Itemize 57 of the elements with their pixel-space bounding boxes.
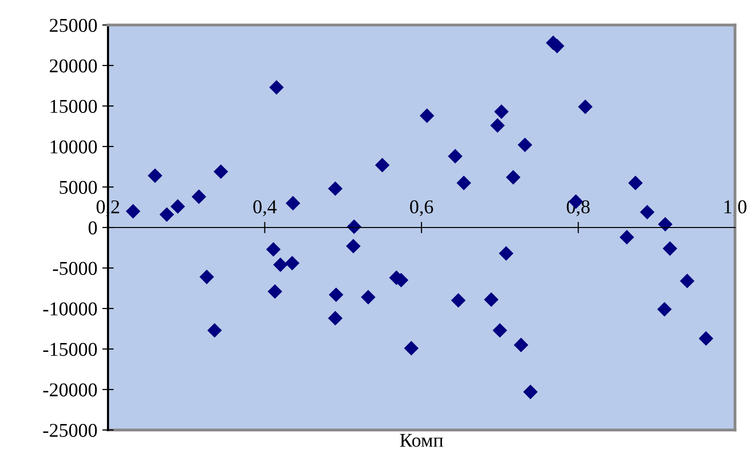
point <box>628 176 643 190</box>
point <box>284 256 300 270</box>
y-tick-label: 0 <box>88 221 97 234</box>
point <box>514 338 528 352</box>
y-tick-label: -5000 <box>52 262 97 275</box>
point <box>268 284 282 299</box>
point <box>518 138 532 152</box>
point <box>360 290 376 304</box>
point <box>484 292 499 307</box>
point <box>640 204 655 220</box>
point <box>420 108 434 124</box>
point <box>199 270 214 284</box>
y-tick-label: -25000 <box>43 424 97 437</box>
point <box>578 100 593 114</box>
point <box>266 242 281 257</box>
point <box>523 384 538 400</box>
point <box>456 176 472 190</box>
point <box>328 310 343 326</box>
point <box>658 216 673 232</box>
point <box>494 104 509 119</box>
point <box>269 80 284 95</box>
point <box>662 241 678 256</box>
point <box>273 257 288 272</box>
point <box>328 287 344 302</box>
point <box>490 118 505 133</box>
point <box>192 189 206 204</box>
x-tick-label: 0,4 <box>253 200 277 216</box>
point <box>126 204 140 219</box>
point <box>286 196 300 210</box>
point <box>620 230 634 245</box>
point <box>207 323 222 338</box>
point <box>328 181 343 196</box>
point <box>346 238 361 254</box>
point <box>657 302 672 317</box>
point <box>170 199 186 214</box>
point <box>492 323 508 338</box>
point <box>404 340 419 356</box>
x-tick-label: 0,6 <box>410 200 434 216</box>
point <box>451 293 466 308</box>
y-tick-label: -20000 <box>43 383 97 396</box>
y-tick-label: -10000 <box>43 302 97 316</box>
y-tick-label: 5000 <box>60 180 97 194</box>
x-axis-title: Комп <box>400 434 444 447</box>
point <box>148 168 162 183</box>
point <box>698 331 714 346</box>
y-tick-label: 15000 <box>50 100 97 113</box>
point <box>506 170 520 185</box>
point <box>375 158 390 172</box>
y-tick-label: 25000 <box>50 18 97 32</box>
point <box>159 207 174 222</box>
y-tick-label: -15000 <box>43 342 97 356</box>
point <box>214 164 228 179</box>
point <box>498 246 514 261</box>
point <box>448 148 462 164</box>
point <box>680 274 694 288</box>
y-tick-label: 20000 <box>50 59 97 72</box>
y-tick-label: 10000 <box>50 140 97 154</box>
